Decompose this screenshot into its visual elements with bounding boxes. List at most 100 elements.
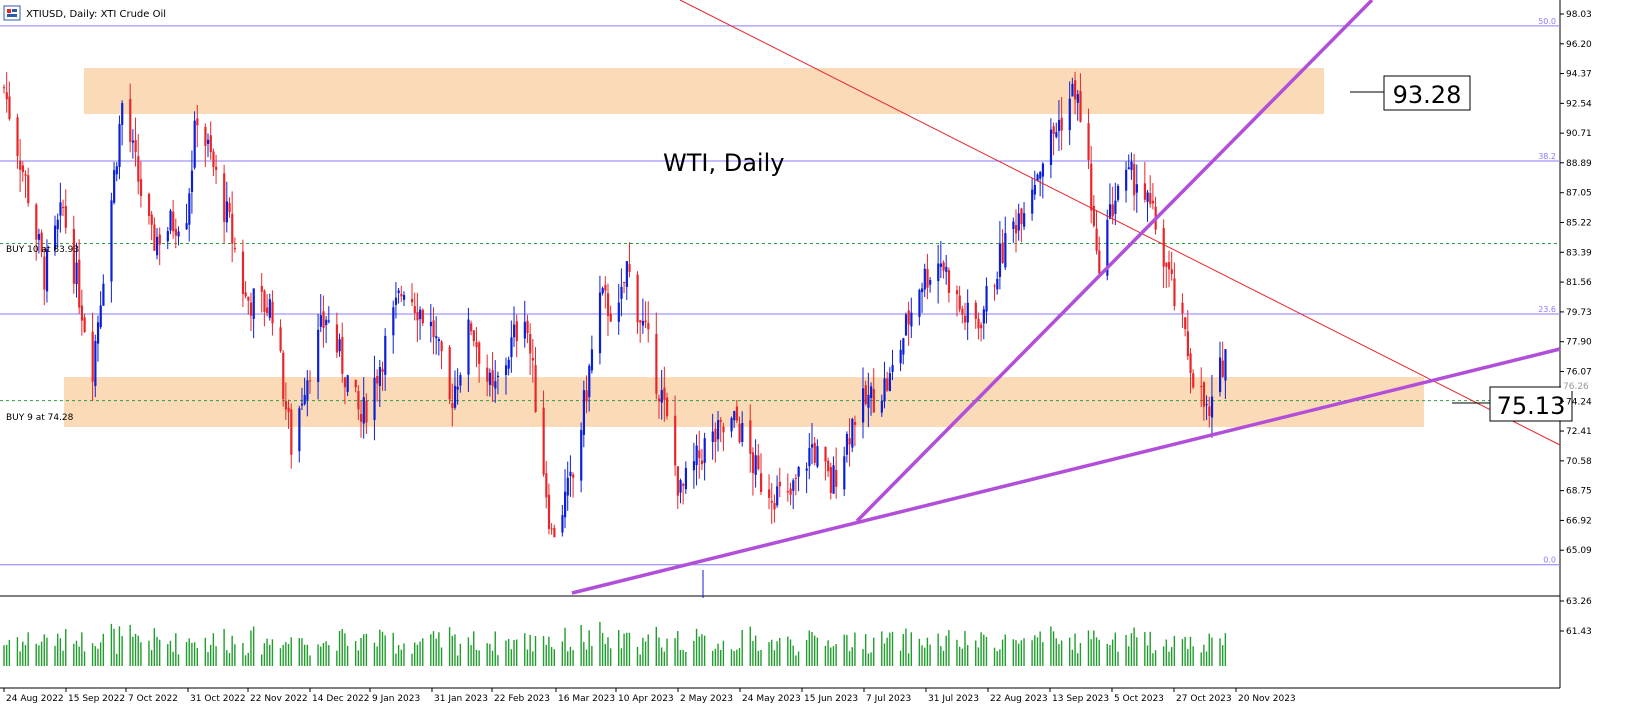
candle-body [921,288,924,293]
ascending-support-trendline[interactable] [571,347,1561,595]
candle-body [56,219,59,230]
x-tick-label-4: 22 Nov 2022 [250,694,308,704]
candle-body [759,473,763,493]
candle-body [582,390,586,435]
candle-body [700,460,704,465]
candle-body [1031,189,1034,214]
candle-body [346,375,349,392]
descending-resistance-line[interactable] [679,0,1561,446]
candle-body [1173,278,1176,306]
candle-body [945,266,948,273]
candle-body [813,442,816,463]
candle-body [400,293,403,297]
x-tick-label-12: 24 May 2023 [742,694,801,704]
candle-body [365,400,368,423]
x-tick-label-18: 5 Oct 2023 [1114,694,1164,704]
candle-body [494,381,497,389]
candle-body [419,309,422,320]
candle-body [1133,163,1136,196]
candle-body [663,387,666,400]
candle-body [223,173,226,222]
candle-body [8,96,11,119]
candle-body [808,448,811,467]
steep-trendline[interactable] [855,0,1374,523]
candle-body [666,397,669,417]
candle-body [735,406,739,421]
candle-body [641,320,645,326]
candle-body [588,365,591,398]
candle-body [572,474,575,478]
candle-body [432,320,435,338]
candle-body [569,471,572,477]
candle-body [362,397,365,424]
candle-body [193,120,196,168]
candle-body [1039,172,1042,179]
candle-body [655,333,658,394]
candle-body [1020,208,1023,224]
candle-body [843,456,846,490]
candle-body [376,376,379,384]
candle-body [1210,396,1214,418]
chart-window-icon[interactable] [3,5,21,21]
candle-body [996,278,999,290]
candle-body [110,200,113,282]
candle-body [102,283,105,306]
candle-body [486,367,489,382]
candle-body [91,331,94,382]
candle-body [3,87,6,89]
candle-body [789,488,792,495]
candle-body [604,284,607,291]
candle-body [529,333,532,354]
icon-blue-bar2 [7,14,17,17]
chart-label: WTI, Daily [663,149,784,177]
candle-body [139,179,143,196]
x-tick-label-8: 22 Feb 2023 [494,694,550,704]
x-tick-label-0: 24 Aug 2022 [6,694,64,704]
box-high-frame [1383,75,1471,111]
candle-body [955,290,959,295]
candle-body [786,491,790,493]
candle-body [958,295,961,310]
candle-body [534,365,537,413]
candle-body [870,386,873,399]
candle-body [1165,262,1168,267]
candle-body [1033,185,1036,195]
candle-body [113,170,116,203]
candle-body [402,295,406,300]
box-low-frame [1489,386,1573,422]
y-tick-label-3: 92.54 [1566,99,1592,109]
candle-body [937,263,940,282]
candle-body [810,444,814,448]
candle-body [247,296,250,301]
candle-body [196,118,199,126]
candle-body [1012,221,1015,229]
x-tick-label-20: 20 Nov 2023 [1238,694,1296,704]
candle-body [717,420,720,440]
candle-body [961,308,964,315]
candle-body [1090,163,1093,211]
candle-body [902,338,905,355]
candle-body [1106,219,1109,276]
candle-body [1146,192,1149,202]
icon-blue-bar [12,9,17,12]
candle-body [1074,80,1077,100]
candle-body [1095,228,1098,251]
candle-body [204,127,207,146]
candle-body [741,422,744,442]
candle-body [185,223,188,230]
candle-body [977,318,980,329]
candle-body [309,380,312,382]
candle-body [373,377,376,420]
candle-body [266,307,269,314]
candle-body [872,389,875,413]
candle-body [942,262,945,271]
candle-body [429,321,433,327]
y-tick-label-12: 76.07 [1566,367,1592,377]
candle-body [35,204,38,240]
candle-body [566,477,569,496]
y-tick-label-5: 88.89 [1566,159,1592,169]
candle-body [470,323,473,332]
candle-body [319,315,322,327]
